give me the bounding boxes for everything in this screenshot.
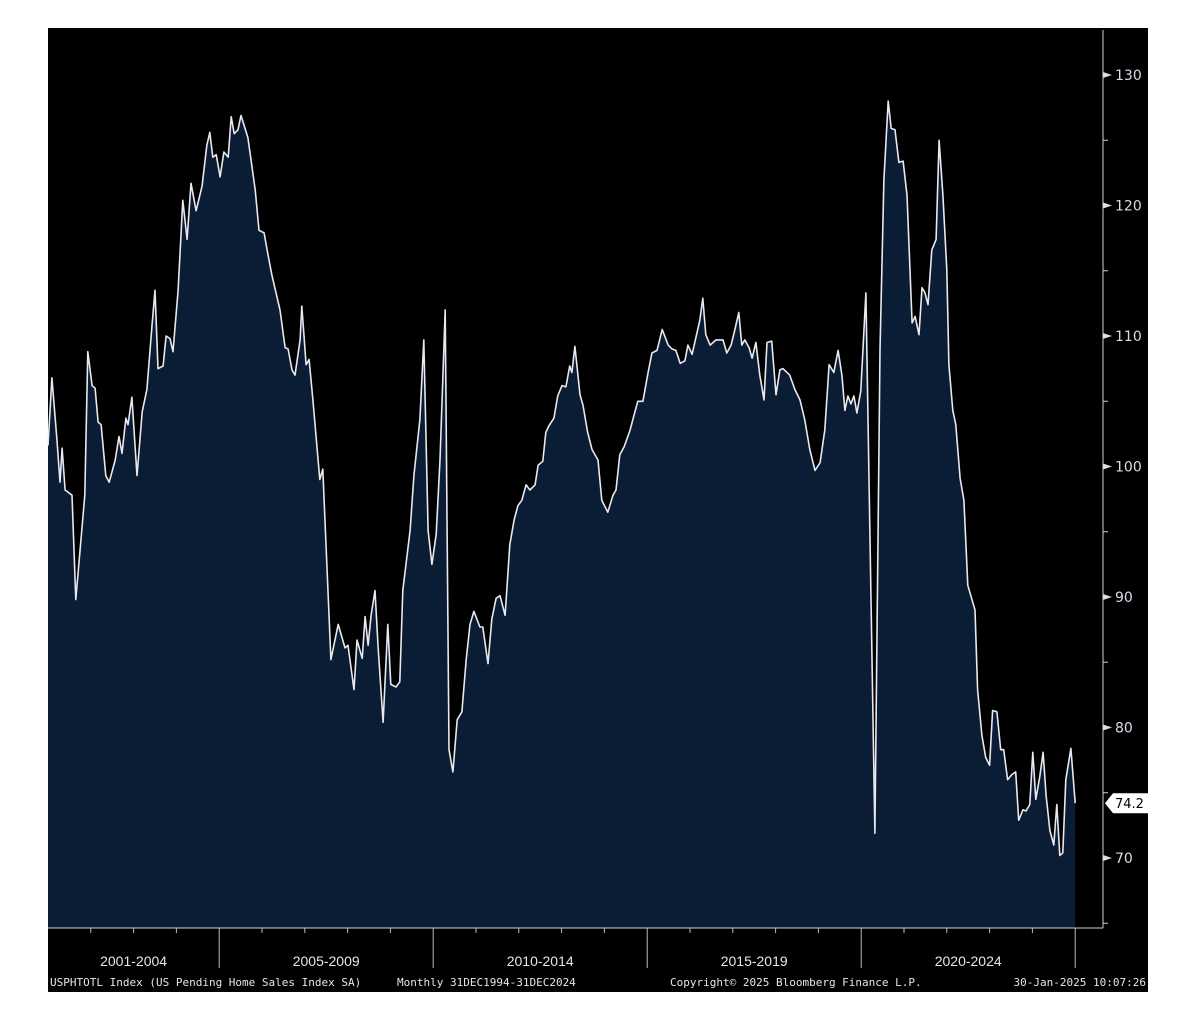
- y-tick-label: 90: [1115, 590, 1133, 606]
- footer-copyright: Copyright© 2025 Bloomberg Finance L.P.: [670, 976, 922, 989]
- x-period-label: 2010-2014: [507, 953, 574, 969]
- y-tick-marker: [1103, 333, 1112, 339]
- plot-area: [47, 100, 1076, 929]
- series-line: [47, 100, 1076, 857]
- x-axis: 2001-2004 2005-2009 2010-2014 2015-2019 2020…: [48, 927, 1103, 969]
- y-tick-marker: [1103, 724, 1112, 731]
- footer-range: Monthly 31DEC1994-31DEC2024: [397, 976, 576, 989]
- footer-timestamp: 30-Jan-2025 10:07:26: [1014, 976, 1146, 989]
- y-tick-label: 130: [1115, 68, 1142, 84]
- last-value-label-bg: [1105, 793, 1148, 814]
- y-tick-marker: [1103, 594, 1112, 600]
- last-value-label: 74.2: [1115, 797, 1144, 812]
- y-tick-label: 120: [1115, 199, 1142, 215]
- y-tick-label: 100: [1115, 460, 1142, 476]
- x-period-label: 2005-2009: [293, 953, 360, 969]
- footer: USPHTOTL Index (US Pending Home Sales In…: [50, 976, 1146, 989]
- y-tick-label: 110: [1115, 329, 1142, 345]
- footer-ticker: USPHTOTL Index (US Pending Home Sales In…: [50, 976, 361, 989]
- y-axis: 70 80 90 100 110 120 130 74.2: [1102, 30, 1148, 928]
- y-tick-label: 70: [1115, 851, 1133, 867]
- y-tick-label: 80: [1115, 721, 1133, 737]
- y-tick-marker: [1103, 72, 1112, 78]
- x-period-label: 2001-2004: [100, 953, 167, 969]
- series-area-fill: [48, 101, 1076, 929]
- y-tick-marker: [1103, 463, 1112, 470]
- y-tick-marker: [1103, 855, 1112, 861]
- y-tick-marker: [1103, 202, 1112, 209]
- x-period-label: 2020-2024: [935, 953, 1002, 969]
- x-period-label: 2015-2019: [721, 953, 788, 969]
